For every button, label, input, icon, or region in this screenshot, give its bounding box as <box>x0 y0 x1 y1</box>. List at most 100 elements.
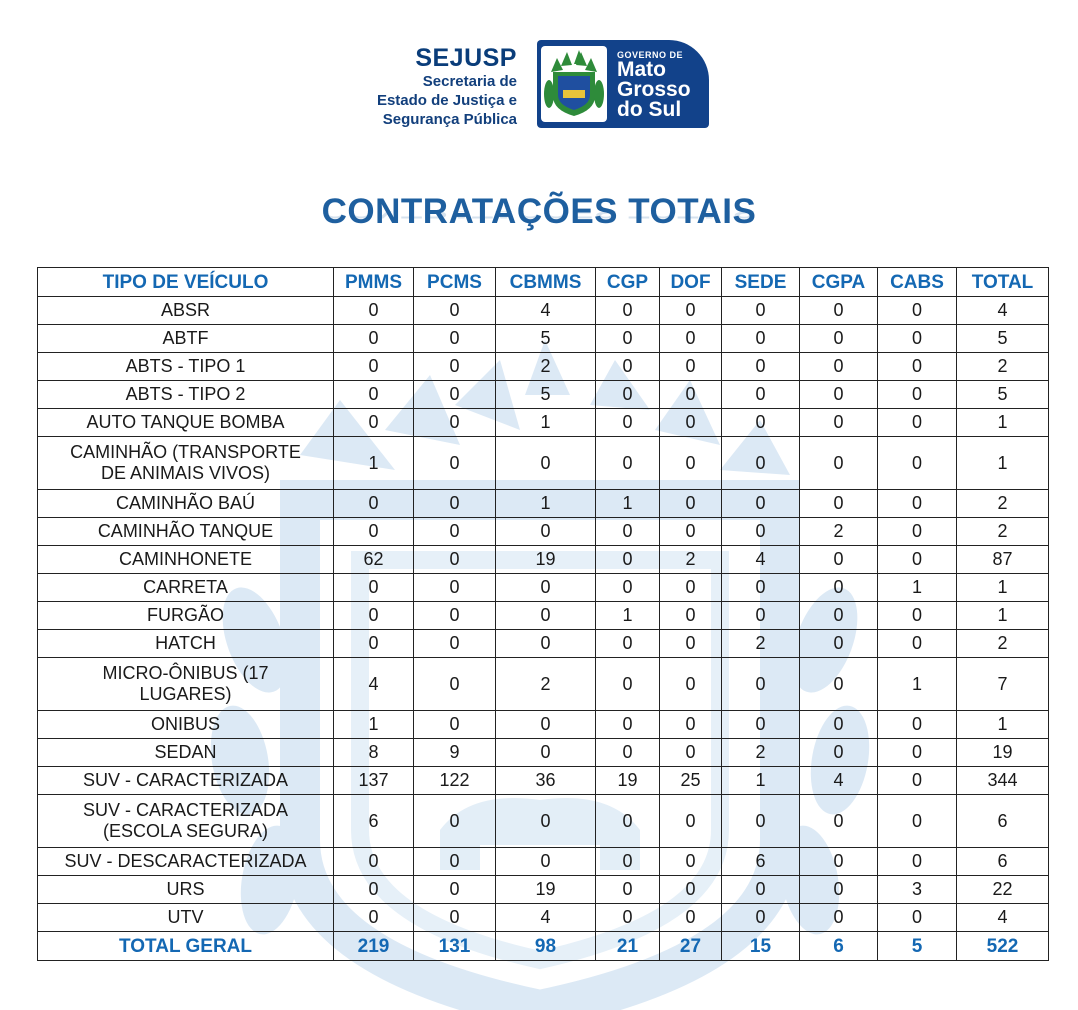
value-cell: 0 <box>595 545 660 574</box>
value-cell: 137 <box>333 766 414 795</box>
table-row: CAMINHÃO (TRANSPORTE DE ANIMAIS VIVOS) 1 0 0… <box>37 436 1049 490</box>
value-cell: 1 <box>956 436 1049 490</box>
value-cell: 9 <box>413 738 496 767</box>
value-cell: 0 <box>413 629 496 658</box>
value-cell: 1 <box>595 601 660 630</box>
value-cell: 0 <box>595 657 660 711</box>
page-title: CONTRATAÇÕES TOTAIS <box>321 192 757 231</box>
table-row: FURGÃO 0 0 0 1 0 0 0 0 1 <box>37 601 1049 630</box>
value-cell: 0 <box>721 601 800 630</box>
value-cell: 0 <box>333 296 414 325</box>
value-cell: 0 <box>333 517 414 546</box>
table-row: CAMINHÃO TANQUE 0 0 0 0 0 0 2 0 2 <box>37 517 1049 546</box>
value-cell: 0 <box>877 545 957 574</box>
value-cell: 0 <box>595 324 660 353</box>
value-cell: 0 <box>659 601 722 630</box>
value-cell: 0 <box>595 903 660 932</box>
total-value-cell: 15 <box>721 931 800 961</box>
value-cell: 0 <box>413 573 496 602</box>
column-header: PCMS <box>413 267 496 297</box>
total-value-cell: 27 <box>659 931 722 961</box>
state-crest-icon <box>541 46 607 122</box>
total-label: TOTAL GERAL <box>37 931 334 961</box>
value-cell: 0 <box>413 875 496 904</box>
value-cell: 0 <box>413 601 496 630</box>
vehicle-type-cell: ONIBUS <box>37 710 334 739</box>
value-cell: 0 <box>799 601 878 630</box>
value-cell: 0 <box>877 794 957 848</box>
table-row: URS 0 0 19 0 0 0 0 3 22 <box>37 875 1049 904</box>
value-cell: 0 <box>877 489 957 518</box>
value-cell: 0 <box>721 657 800 711</box>
column-header: CBMMS <box>495 267 596 297</box>
value-cell: 0 <box>721 710 800 739</box>
vehicle-type-cell: ABTS - TIPO 2 <box>37 380 334 409</box>
value-cell: 0 <box>495 601 596 630</box>
vehicle-type-cell: AUTO TANQUE BOMBA <box>37 408 334 437</box>
value-cell: 122 <box>413 766 496 795</box>
sejusp-line2: Estado de Justiça e <box>376 92 517 109</box>
vehicle-type-cell: HATCH <box>37 629 334 658</box>
value-cell: 0 <box>659 352 722 381</box>
value-cell: 0 <box>413 847 496 876</box>
total-value-cell: 21 <box>595 931 660 961</box>
column-header: PMMS <box>333 267 414 297</box>
value-cell: 0 <box>877 629 957 658</box>
sejusp-logo: SEJUSP Secretaria de Estado de Justiça e… <box>377 44 517 129</box>
value-cell: 6 <box>721 847 800 876</box>
value-cell: 0 <box>595 517 660 546</box>
value-cell: 19 <box>495 545 596 574</box>
value-cell: 0 <box>721 296 800 325</box>
value-cell: 8 <box>333 738 414 767</box>
value-cell: 6 <box>333 794 414 848</box>
vehicle-type-line: (ESCOLA SEGURA) <box>102 821 269 841</box>
vehicle-type-cell: FURGÃO <box>37 601 334 630</box>
vehicle-table: TIPO DE VEÍCULO PMMS PCMS CBMMS CGP DOF SEDE CG… <box>37 267 1049 961</box>
value-cell: 0 <box>595 629 660 658</box>
value-cell: 0 <box>413 380 496 409</box>
value-cell: 0 <box>495 573 596 602</box>
value-cell: 0 <box>413 545 496 574</box>
value-cell: 0 <box>877 324 957 353</box>
vehicle-type-cell: SEDAN <box>37 738 334 767</box>
value-cell: 2 <box>956 352 1049 381</box>
value-cell: 0 <box>721 324 800 353</box>
value-cell: 0 <box>799 794 878 848</box>
value-cell: 0 <box>877 601 957 630</box>
value-cell: 6 <box>956 847 1049 876</box>
value-cell: 0 <box>333 903 414 932</box>
value-cell: 36 <box>495 766 596 795</box>
value-cell: 0 <box>877 517 957 546</box>
value-cell: 0 <box>495 436 596 490</box>
value-cell: 0 <box>799 408 878 437</box>
value-cell: 0 <box>333 489 414 518</box>
value-cell: 0 <box>721 517 800 546</box>
value-cell: 1 <box>495 408 596 437</box>
value-cell: 0 <box>413 710 496 739</box>
value-cell: 0 <box>799 657 878 711</box>
table-row: SUV - CARACTERIZADA (ESCOLA SEGURA) 6 0 0 0 0 0… <box>37 794 1049 848</box>
column-header: TIPO DE VEÍCULO <box>37 267 334 297</box>
value-cell: 0 <box>721 352 800 381</box>
value-cell: 0 <box>659 875 722 904</box>
table-row: ABTF 0 0 5 0 0 0 0 0 5 <box>37 324 1049 353</box>
column-header: SEDE <box>721 267 800 297</box>
value-cell: 0 <box>659 408 722 437</box>
value-cell: 7 <box>956 657 1049 711</box>
value-cell: 0 <box>413 352 496 381</box>
value-cell: 25 <box>659 766 722 795</box>
vehicle-type-cell: ABTS - TIPO 1 <box>37 352 334 381</box>
value-cell: 4 <box>721 545 800 574</box>
value-cell: 62 <box>333 545 414 574</box>
table-row: SEDAN 8 9 0 0 0 2 0 0 19 <box>37 738 1049 767</box>
value-cell: 0 <box>799 738 878 767</box>
value-cell: 0 <box>877 766 957 795</box>
value-cell: 0 <box>721 875 800 904</box>
value-cell: 2 <box>495 657 596 711</box>
government-logo: GOVERNO DE Mato Grosso do Sul <box>537 40 709 128</box>
value-cell: 0 <box>721 573 800 602</box>
column-header: CABS <box>877 267 957 297</box>
value-cell: 0 <box>659 657 722 711</box>
value-cell: 0 <box>413 408 496 437</box>
